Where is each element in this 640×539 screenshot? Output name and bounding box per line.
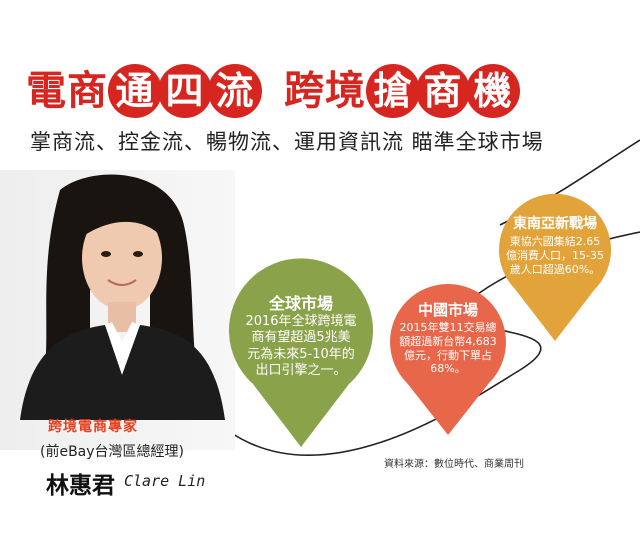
headline-circle-char: 四 [158, 64, 212, 118]
person-name-english: Clare Lin [124, 472, 206, 490]
headline: 電商通四流跨境搶商機 [26, 56, 626, 126]
headline-circle-char: 搶 [366, 64, 420, 118]
pin-title: 中國市場 [417, 301, 478, 319]
headline-circle-char: 通 [108, 64, 162, 118]
person-name-chinese: 林惠君 [46, 472, 115, 499]
headline-circle-char: 流 [208, 64, 262, 118]
headline-part2: 跨境 [284, 67, 366, 114]
portrait-photo [20, 174, 225, 420]
map-pin-icon [499, 193, 611, 341]
headline-circle-char: 機 [466, 64, 520, 118]
subtitle: 掌商流、控金流、暢物流、運用資訊流 瞄準全球市場 [30, 130, 544, 154]
map-pin-icon [229, 258, 373, 447]
pin-title: 全球市場 [268, 294, 333, 313]
pin-global-market: 全球市場 2016年全球跨境電商有望超過5兆美元為未來5-10年的出口引擎之一。 [223, 252, 379, 447]
expert-role: 跨境電商專家 [48, 419, 138, 435]
headline-part1: 電商 [26, 67, 108, 114]
pin-body: 2016年全球跨境電商有望超過5兆美元為未來5-10年的出口引擎之一。 [245, 314, 357, 378]
pin-china-market: 中國市場 2015年雙11交易總額超過新台幣4,683億元，行動下單占68%。 [385, 283, 511, 435]
pin-body: 東協六國集結2.65億消費人口，15-35歲人口超過60%。 [506, 235, 604, 276]
pin-title: 東南亞新戰場 [513, 216, 597, 232]
pin-southeast-asia: 東南亞新戰場 東協六國集結2.65億消費人口，15-35歲人口超過60%。 [497, 193, 613, 341]
former-title: (前eBay台灣區總經理) [40, 444, 185, 460]
headline-circle-char: 商 [416, 64, 470, 118]
pin-body: 2015年雙11交易總額超過新台幣4,683億元，行動下單占68%。 [399, 321, 497, 376]
map-pin-icon [390, 284, 506, 435]
data-source: 資料來源：數位時代、商業周刊 [384, 459, 524, 470]
